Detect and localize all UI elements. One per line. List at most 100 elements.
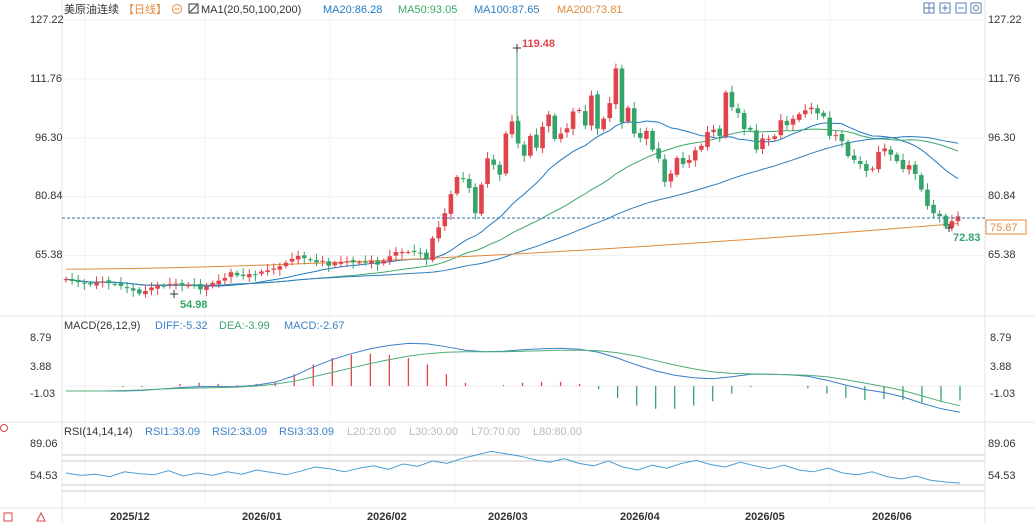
candle-body	[620, 68, 625, 122]
rsi-tick: 89.06	[988, 438, 1016, 450]
candle-body	[192, 284, 197, 285]
candle-body	[339, 262, 344, 264]
macd-tick: 3.88	[30, 361, 51, 373]
macd-diff-label: DIFF:-5.32	[155, 320, 208, 332]
price-tick: 65.38	[35, 249, 63, 261]
candle-body	[901, 160, 906, 169]
candle-body	[797, 114, 802, 120]
candle-body	[693, 150, 698, 160]
candle-body	[809, 108, 814, 110]
zoom-in-icon[interactable]	[940, 3, 950, 13]
date-tick: 2026/02	[367, 511, 407, 523]
candle-body	[381, 261, 386, 264]
candle-body	[803, 110, 808, 114]
candle-body	[577, 110, 582, 111]
rsi2-label: RSI2:33.09	[212, 426, 267, 438]
date-tick: 2026/04	[620, 511, 661, 523]
candle-body	[461, 178, 466, 179]
candle-body	[895, 155, 900, 161]
candle-body	[418, 253, 423, 254]
candle-body	[94, 283, 99, 286]
candle-body	[455, 177, 460, 194]
candle-body	[559, 134, 564, 139]
candle-body	[442, 213, 447, 226]
macd-title: MACD(26,12,9)	[64, 320, 140, 332]
macd-diff-line	[66, 343, 960, 412]
candles	[64, 49, 961, 297]
candle-body	[186, 284, 191, 286]
candle-body	[70, 279, 75, 281]
candle-body	[143, 291, 148, 294]
candle-body	[852, 155, 857, 159]
candle-body	[632, 108, 637, 133]
alert-icon[interactable]	[37, 513, 45, 521]
macd-tick: -1.03	[990, 388, 1015, 400]
chart-type-icon[interactable]	[4, 513, 12, 521]
candle-body	[882, 148, 887, 151]
ma-title: MA1(20,50,100,200)	[201, 4, 301, 16]
candle-body	[943, 216, 948, 227]
candle-body	[779, 120, 784, 135]
candle-body	[259, 271, 264, 273]
candle-body	[516, 121, 521, 144]
candle-body	[583, 111, 588, 125]
rsi-axis: 89.06 54.53 89.06 54.53	[30, 438, 1016, 482]
price-tick: 111.76	[30, 73, 62, 85]
candle-body	[388, 256, 393, 261]
candle-body	[571, 111, 576, 128]
candle-body	[601, 119, 606, 129]
candle-body	[565, 128, 570, 132]
candle-body	[430, 238, 435, 260]
candle-body	[235, 273, 240, 275]
candle-body	[840, 134, 845, 141]
pane-settings-icon[interactable]	[1, 425, 8, 432]
candle-body	[326, 261, 331, 265]
rsi-tick: 89.06	[30, 438, 58, 450]
candle-body	[168, 284, 173, 285]
period-label[interactable]: 【日线】	[123, 2, 167, 16]
candle-body	[834, 135, 839, 136]
settings-icon[interactable]	[971, 3, 981, 13]
candle-body	[210, 283, 215, 286]
candle-body	[424, 253, 429, 259]
ma50-label: MA50:93.05	[398, 4, 457, 16]
zoom-out-icon[interactable]	[956, 3, 966, 13]
candle-body	[296, 256, 301, 260]
price-axis-left: 127.22 111.76 96.30 80.84 65.38	[30, 14, 64, 261]
candle-body	[711, 130, 716, 132]
candle-body	[204, 287, 209, 290]
candle-body	[400, 252, 405, 253]
candle-body	[931, 205, 936, 213]
ma100-line	[66, 136, 958, 285]
macd-value-label: MACD:-2.67	[284, 320, 345, 332]
rsi-l20-label: L20:20.00	[347, 426, 396, 438]
candle-body	[290, 259, 295, 262]
price-tick: 96.30	[988, 132, 1016, 144]
candle-body	[748, 128, 753, 130]
macd-tick: -1.03	[30, 388, 55, 400]
candle-body	[216, 281, 221, 284]
candle-body	[742, 113, 747, 129]
candle-body	[821, 113, 826, 117]
price-tick: 127.22	[988, 14, 1022, 26]
ma-indicator-icon-line	[190, 5, 197, 12]
price-tick: 80.84	[35, 190, 63, 202]
candle-body	[161, 286, 166, 287]
candle-body	[528, 136, 533, 156]
grid	[62, 0, 985, 508]
candle-body	[149, 287, 154, 290]
candle-body	[76, 280, 81, 282]
candle-body	[119, 283, 124, 285]
candle-body	[345, 261, 350, 262]
last-price-label: 75.67	[990, 222, 1018, 234]
candle-body	[357, 262, 362, 263]
candle-body	[626, 108, 631, 122]
crosshair-icon[interactable]	[924, 3, 934, 13]
low-label: 54.98	[180, 299, 208, 311]
candle-body	[736, 108, 741, 113]
candle-body	[320, 261, 325, 262]
candle-body	[595, 94, 600, 128]
candle-body	[308, 259, 313, 260]
